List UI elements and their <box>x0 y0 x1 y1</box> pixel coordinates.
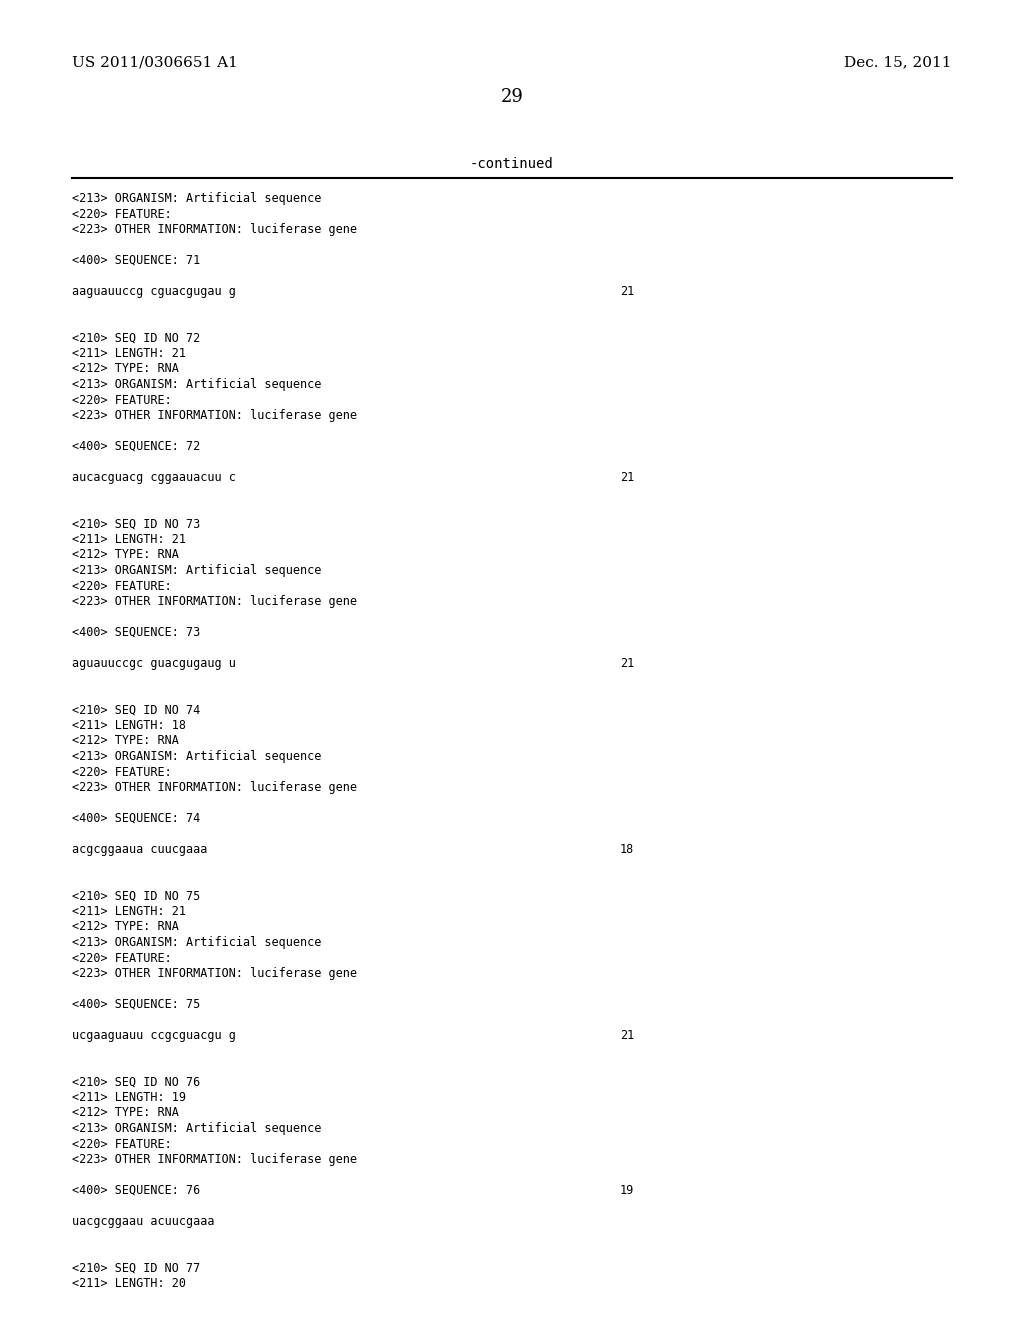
Text: <211> LENGTH: 21: <211> LENGTH: 21 <box>72 906 186 917</box>
Text: aaguauuccg cguacgugau g: aaguauuccg cguacgugau g <box>72 285 236 298</box>
Text: <212> TYPE: RNA: <212> TYPE: RNA <box>72 1106 179 1119</box>
Text: <220> FEATURE:: <220> FEATURE: <box>72 952 172 965</box>
Text: <213> ORGANISM: Artificial sequence: <213> ORGANISM: Artificial sequence <box>72 750 322 763</box>
Text: <211> LENGTH: 18: <211> LENGTH: 18 <box>72 719 186 733</box>
Text: uacgcggaau acuucgaaa: uacgcggaau acuucgaaa <box>72 1214 214 1228</box>
Text: <213> ORGANISM: Artificial sequence: <213> ORGANISM: Artificial sequence <box>72 936 322 949</box>
Text: Dec. 15, 2011: Dec. 15, 2011 <box>845 55 952 69</box>
Text: <400> SEQUENCE: 76: <400> SEQUENCE: 76 <box>72 1184 201 1197</box>
Text: <400> SEQUENCE: 73: <400> SEQUENCE: 73 <box>72 626 201 639</box>
Text: <220> FEATURE:: <220> FEATURE: <box>72 766 172 779</box>
Text: <223> OTHER INFORMATION: luciferase gene: <223> OTHER INFORMATION: luciferase gene <box>72 595 357 609</box>
Text: <223> OTHER INFORMATION: luciferase gene: <223> OTHER INFORMATION: luciferase gene <box>72 409 357 422</box>
Text: <210> SEQ ID NO 77: <210> SEQ ID NO 77 <box>72 1262 201 1275</box>
Text: aguauuccgc guacgugaug u: aguauuccgc guacgugaug u <box>72 657 236 671</box>
Text: <212> TYPE: RNA: <212> TYPE: RNA <box>72 734 179 747</box>
Text: <213> ORGANISM: Artificial sequence: <213> ORGANISM: Artificial sequence <box>72 191 322 205</box>
Text: <223> OTHER INFORMATION: luciferase gene: <223> OTHER INFORMATION: luciferase gene <box>72 968 357 979</box>
Text: <212> TYPE: RNA: <212> TYPE: RNA <box>72 920 179 933</box>
Text: <212> TYPE: RNA: <212> TYPE: RNA <box>72 363 179 375</box>
Text: ucgaaguauu ccgcguacgu g: ucgaaguauu ccgcguacgu g <box>72 1030 236 1041</box>
Text: <211> LENGTH: 21: <211> LENGTH: 21 <box>72 533 186 546</box>
Text: <220> FEATURE:: <220> FEATURE: <box>72 393 172 407</box>
Text: <400> SEQUENCE: 71: <400> SEQUENCE: 71 <box>72 253 201 267</box>
Text: <400> SEQUENCE: 75: <400> SEQUENCE: 75 <box>72 998 201 1011</box>
Text: 19: 19 <box>620 1184 634 1197</box>
Text: 21: 21 <box>620 657 634 671</box>
Text: 29: 29 <box>501 88 523 106</box>
Text: <223> OTHER INFORMATION: luciferase gene: <223> OTHER INFORMATION: luciferase gene <box>72 223 357 236</box>
Text: -continued: -continued <box>470 157 554 172</box>
Text: <220> FEATURE:: <220> FEATURE: <box>72 207 172 220</box>
Text: 21: 21 <box>620 1030 634 1041</box>
Text: 21: 21 <box>620 471 634 484</box>
Text: <220> FEATURE:: <220> FEATURE: <box>72 579 172 593</box>
Text: <210> SEQ ID NO 76: <210> SEQ ID NO 76 <box>72 1076 201 1089</box>
Text: <400> SEQUENCE: 72: <400> SEQUENCE: 72 <box>72 440 201 453</box>
Text: <211> LENGTH: 20: <211> LENGTH: 20 <box>72 1276 186 1290</box>
Text: 21: 21 <box>620 285 634 298</box>
Text: <213> ORGANISM: Artificial sequence: <213> ORGANISM: Artificial sequence <box>72 1122 322 1135</box>
Text: <223> OTHER INFORMATION: luciferase gene: <223> OTHER INFORMATION: luciferase gene <box>72 781 357 795</box>
Text: <210> SEQ ID NO 75: <210> SEQ ID NO 75 <box>72 890 201 903</box>
Text: aucacguacg cggaauacuu c: aucacguacg cggaauacuu c <box>72 471 236 484</box>
Text: <210> SEQ ID NO 73: <210> SEQ ID NO 73 <box>72 517 201 531</box>
Text: acgcggaaua cuucgaaa: acgcggaaua cuucgaaa <box>72 843 208 855</box>
Text: <210> SEQ ID NO 72: <210> SEQ ID NO 72 <box>72 331 201 345</box>
Text: <220> FEATURE:: <220> FEATURE: <box>72 1138 172 1151</box>
Text: <211> LENGTH: 21: <211> LENGTH: 21 <box>72 347 186 360</box>
Text: <223> OTHER INFORMATION: luciferase gene: <223> OTHER INFORMATION: luciferase gene <box>72 1152 357 1166</box>
Text: <213> ORGANISM: Artificial sequence: <213> ORGANISM: Artificial sequence <box>72 564 322 577</box>
Text: <210> SEQ ID NO 74: <210> SEQ ID NO 74 <box>72 704 201 717</box>
Text: <213> ORGANISM: Artificial sequence: <213> ORGANISM: Artificial sequence <box>72 378 322 391</box>
Text: 18: 18 <box>620 843 634 855</box>
Text: <211> LENGTH: 19: <211> LENGTH: 19 <box>72 1092 186 1104</box>
Text: <212> TYPE: RNA: <212> TYPE: RNA <box>72 549 179 561</box>
Text: <400> SEQUENCE: 74: <400> SEQUENCE: 74 <box>72 812 201 825</box>
Text: US 2011/0306651 A1: US 2011/0306651 A1 <box>72 55 238 69</box>
